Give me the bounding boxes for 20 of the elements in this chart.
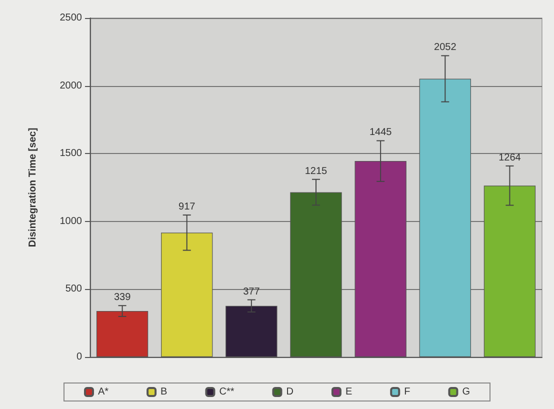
legend-label: F — [404, 386, 410, 398]
y-tick-label: 500 — [65, 284, 82, 295]
y-tick-label: 0 — [76, 352, 82, 362]
legend-label: E — [345, 386, 352, 398]
data-label: 1264 — [498, 152, 522, 164]
y-tick-label: 2000 — [60, 80, 82, 92]
y-axis-title: Disintegration Time [sec] — [28, 128, 38, 248]
y-tick-label: 1500 — [60, 148, 82, 160]
y-tick-label: 2500 — [60, 12, 82, 24]
legend-label: G — [462, 386, 470, 398]
legend-label: C** — [219, 386, 234, 398]
legend-label: B — [160, 386, 168, 398]
data-label: 917 — [178, 202, 196, 213]
data-label: 339 — [114, 292, 132, 304]
data-label: 1215 — [304, 166, 328, 177]
data-label: 2052 — [434, 42, 457, 54]
data-label: 1445 — [369, 127, 392, 138]
y-tick-label: 1000 — [60, 216, 82, 227]
legend-label: D — [286, 386, 294, 398]
legend-label: A* — [98, 386, 109, 398]
